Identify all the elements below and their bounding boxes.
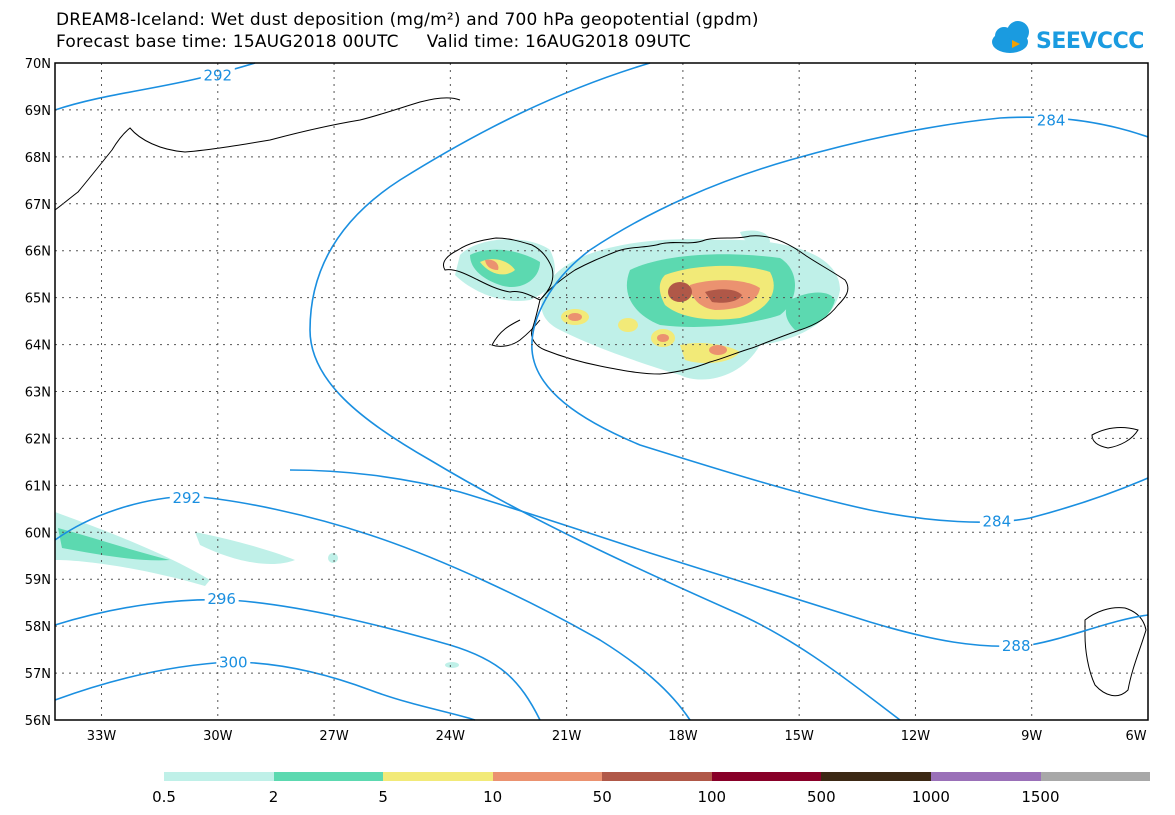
legend-label: 2	[268, 788, 279, 806]
lat-tick-label: 65N	[25, 292, 51, 307]
lat-tick-label: 67N	[25, 198, 51, 213]
contour-label-bg	[999, 635, 1034, 654]
contour-label: 284	[983, 513, 1012, 531]
lon-tick-label: 33W	[87, 729, 117, 744]
contour-label-bg	[204, 588, 239, 607]
lat-tick-label: 62N	[25, 432, 51, 447]
legend-label: 1000	[911, 788, 950, 806]
legend-swatch	[711, 772, 822, 781]
lon-tick-label: 6W	[1125, 729, 1146, 744]
legend-label: 5	[378, 788, 388, 806]
lat-tick-label: 63N	[25, 386, 51, 401]
legend-label: 0.5	[152, 788, 176, 806]
contour-label: 284	[1037, 111, 1066, 129]
map-subtitle: Forecast base time: 15AUG2018 00UTC Vali…	[56, 32, 691, 52]
contour-label-bg	[979, 511, 1014, 530]
legend-swatch	[273, 772, 384, 781]
contour-label: 296	[207, 590, 236, 608]
legend-swatch	[164, 772, 274, 781]
plot-frame	[54, 62, 1149, 721]
lat-tick-label: 57N	[25, 667, 51, 682]
lon-tick-label: 12W	[901, 729, 931, 744]
legend-label: 50	[592, 788, 612, 806]
lon-tick-label: 24W	[436, 729, 466, 744]
contour-label: 300	[219, 653, 248, 671]
lat-tick-label: 59N	[25, 573, 51, 588]
lon-tick-label: 30W	[203, 729, 233, 744]
contour-label-bg	[216, 652, 251, 671]
legend-swatch	[492, 772, 603, 781]
lat-tick-label: 64N	[25, 339, 51, 354]
legend-swatch	[821, 772, 931, 781]
legend-label: 10	[483, 788, 503, 806]
lat-tick-label: 70N	[25, 57, 51, 72]
cloud-icon	[992, 21, 1029, 53]
lon-tick-label: 18W	[668, 729, 698, 744]
legend-label: 100	[697, 788, 727, 806]
legend-label: 500	[807, 788, 836, 806]
contour-label-bg	[1034, 110, 1069, 129]
lat-tick-label: 58N	[25, 620, 51, 635]
legend-swatch	[383, 772, 493, 781]
logo-text: SEEVCCC	[1036, 29, 1144, 54]
color-legend	[164, 772, 1151, 781]
lon-tick-label: 9W	[1021, 729, 1042, 744]
lat-tick-label: 68N	[25, 151, 51, 166]
legend-swatch	[602, 772, 712, 781]
lon-tick-label: 21W	[552, 729, 582, 744]
contour-label-bg	[200, 65, 235, 84]
contour-label: 292	[172, 489, 201, 507]
lat-tick-label: 61N	[25, 479, 51, 494]
contour-label: 288	[1002, 637, 1031, 655]
contour-label-bg	[169, 488, 204, 507]
legend-swatch	[1040, 772, 1151, 781]
lon-tick-label: 27W	[319, 729, 349, 744]
lat-tick-label: 69N	[25, 104, 51, 119]
legend-label: 1500	[1021, 788, 1060, 806]
legend-swatch	[930, 772, 1041, 781]
lat-tick-label: 60N	[25, 526, 51, 541]
lat-tick-label: 66N	[25, 245, 51, 260]
lat-tick-label: 56N	[25, 714, 51, 729]
lon-tick-label: 15W	[784, 729, 814, 744]
coastline	[54, 97, 1147, 697]
map-title: DREAM8-Iceland: Wet dust deposition (mg/…	[56, 10, 759, 30]
contour-label: 292	[203, 67, 232, 85]
